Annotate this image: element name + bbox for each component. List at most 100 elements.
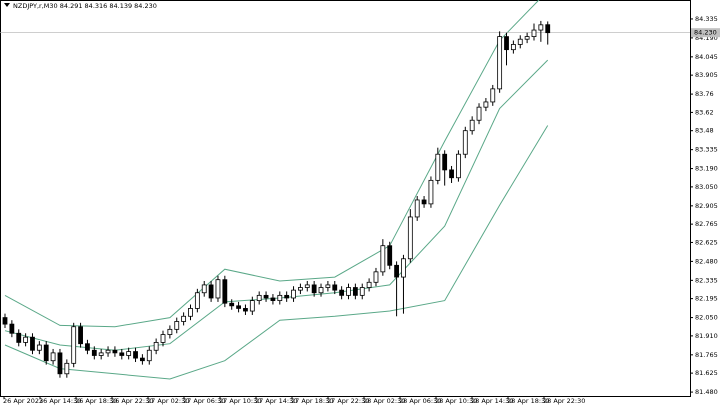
candle-body [456, 153, 461, 179]
candle-body [304, 284, 310, 288]
bollinger-upper [4, 0, 540, 328]
candle-body [98, 352, 104, 356]
y-tick-label: 83.335 [695, 146, 718, 154]
x-tick-label: 28 Apr 02:30 [363, 397, 405, 405]
candle-body [435, 153, 441, 181]
candle-body [469, 119, 475, 132]
candle-body [428, 179, 434, 205]
y-tick-label: 84.190 [695, 34, 718, 42]
candle-body [284, 294, 290, 299]
x-tick-label: 28 Apr 10:30 [435, 397, 477, 405]
candle-body [325, 284, 331, 288]
candle-body [50, 352, 56, 362]
candle-body [517, 38, 523, 45]
x-tick-label: 27 Apr 02:30 [147, 397, 189, 405]
y-tick-label: 83.050 [695, 183, 718, 191]
y-tick-label: 82.480 [695, 257, 718, 265]
x-tick-label: 27 Apr 22:30 [327, 397, 369, 405]
candle-body [380, 245, 386, 273]
candle-body [208, 284, 214, 299]
x-tick-label: 28 Apr 22:30 [543, 397, 585, 405]
chart-title: NZDJPY,r,M30 84.291 84.316 84.139 84.230 [13, 2, 157, 10]
candle-body [332, 284, 338, 291]
candle-body [490, 88, 496, 103]
candle-body [85, 343, 90, 351]
candle-body [538, 24, 544, 31]
y-tick-label: 83.62 [695, 108, 714, 116]
y-tick-label: 82.765 [695, 220, 718, 228]
x-tick-label: 27 Apr 14:30 [255, 397, 297, 405]
candle-body [188, 308, 193, 317]
candle-body [387, 245, 393, 266]
candle-body [545, 24, 551, 34]
y-tick-label: 84.045 [695, 53, 718, 61]
y-tick-label: 81.765 [695, 351, 718, 359]
x-tick-label: 26 Apr 22:30 [111, 397, 153, 405]
y-tick-label: 83.190 [695, 165, 718, 173]
candle-body [421, 199, 427, 205]
candle-body [201, 284, 207, 294]
candle-body [449, 169, 454, 179]
candle-body [318, 287, 324, 294]
x-tick-label: 27 Apr 06:30 [183, 397, 225, 405]
candle-body [229, 302, 235, 307]
y-tick-label: 84.335 [695, 15, 718, 23]
y-tick-label: 82.050 [695, 314, 718, 322]
y-tick-label: 83.905 [695, 71, 718, 79]
candle-body [504, 36, 509, 51]
y-tick-label: 82.905 [695, 202, 718, 210]
candle-body [153, 342, 159, 351]
candle-body [249, 300, 255, 312]
x-tick-label: 28 Apr 14:30 [471, 397, 513, 405]
candle-body [352, 287, 358, 296]
candle-body [30, 336, 35, 351]
candle-body [394, 264, 399, 278]
x-tick-label: 26 Apr 2023 [3, 397, 43, 405]
candle-body [311, 284, 317, 294]
current-price-box [691, 28, 720, 38]
y-tick-label: 83.48 [695, 127, 714, 135]
candle-body [442, 153, 448, 171]
candle-body [215, 279, 221, 299]
candle-body [462, 130, 468, 155]
candle-body [373, 271, 379, 283]
candle-body [146, 349, 152, 362]
candle-body [181, 315, 187, 322]
candle-body [407, 216, 413, 260]
candle-body [298, 287, 303, 291]
candle-body [119, 352, 125, 356]
candle-body [263, 294, 269, 299]
x-tick-label: 28 Apr 06:30 [399, 397, 441, 405]
x-tick-label: 28 Apr 18:30 [507, 397, 549, 405]
candle-body [71, 326, 77, 364]
bollinger-lower [4, 125, 549, 380]
candle-body [510, 44, 516, 51]
candle-body [23, 336, 29, 343]
y-tick-label: 82.625 [695, 238, 718, 246]
candle-body [126, 351, 132, 356]
candle-body [16, 332, 22, 343]
candle-body [401, 258, 406, 278]
y-tick-label: 81.480 [695, 388, 718, 396]
candle-body [270, 297, 276, 301]
candle-body [64, 362, 70, 375]
candle-body [36, 344, 42, 351]
candle-body [105, 349, 111, 354]
y-tick-label: 81.625 [695, 369, 718, 377]
y-tick-label: 81.910 [695, 332, 718, 340]
collapse-icon[interactable] [4, 3, 10, 7]
candle-body [346, 287, 351, 296]
candle-body [277, 294, 283, 301]
plot-frame [0, 0, 691, 397]
candle-body [167, 328, 173, 335]
y-tick-label: 82.195 [695, 295, 718, 303]
y-tick-label: 82.335 [695, 276, 718, 284]
candle-body [9, 323, 15, 334]
current-price-label: 84.230 [694, 29, 717, 37]
candle-body [174, 321, 180, 330]
candle-body [133, 351, 138, 359]
candle-body [483, 101, 489, 108]
candle-body [2, 317, 8, 325]
x-tick-label: 27 Apr 18:30 [291, 397, 333, 405]
candle-body [57, 352, 63, 375]
